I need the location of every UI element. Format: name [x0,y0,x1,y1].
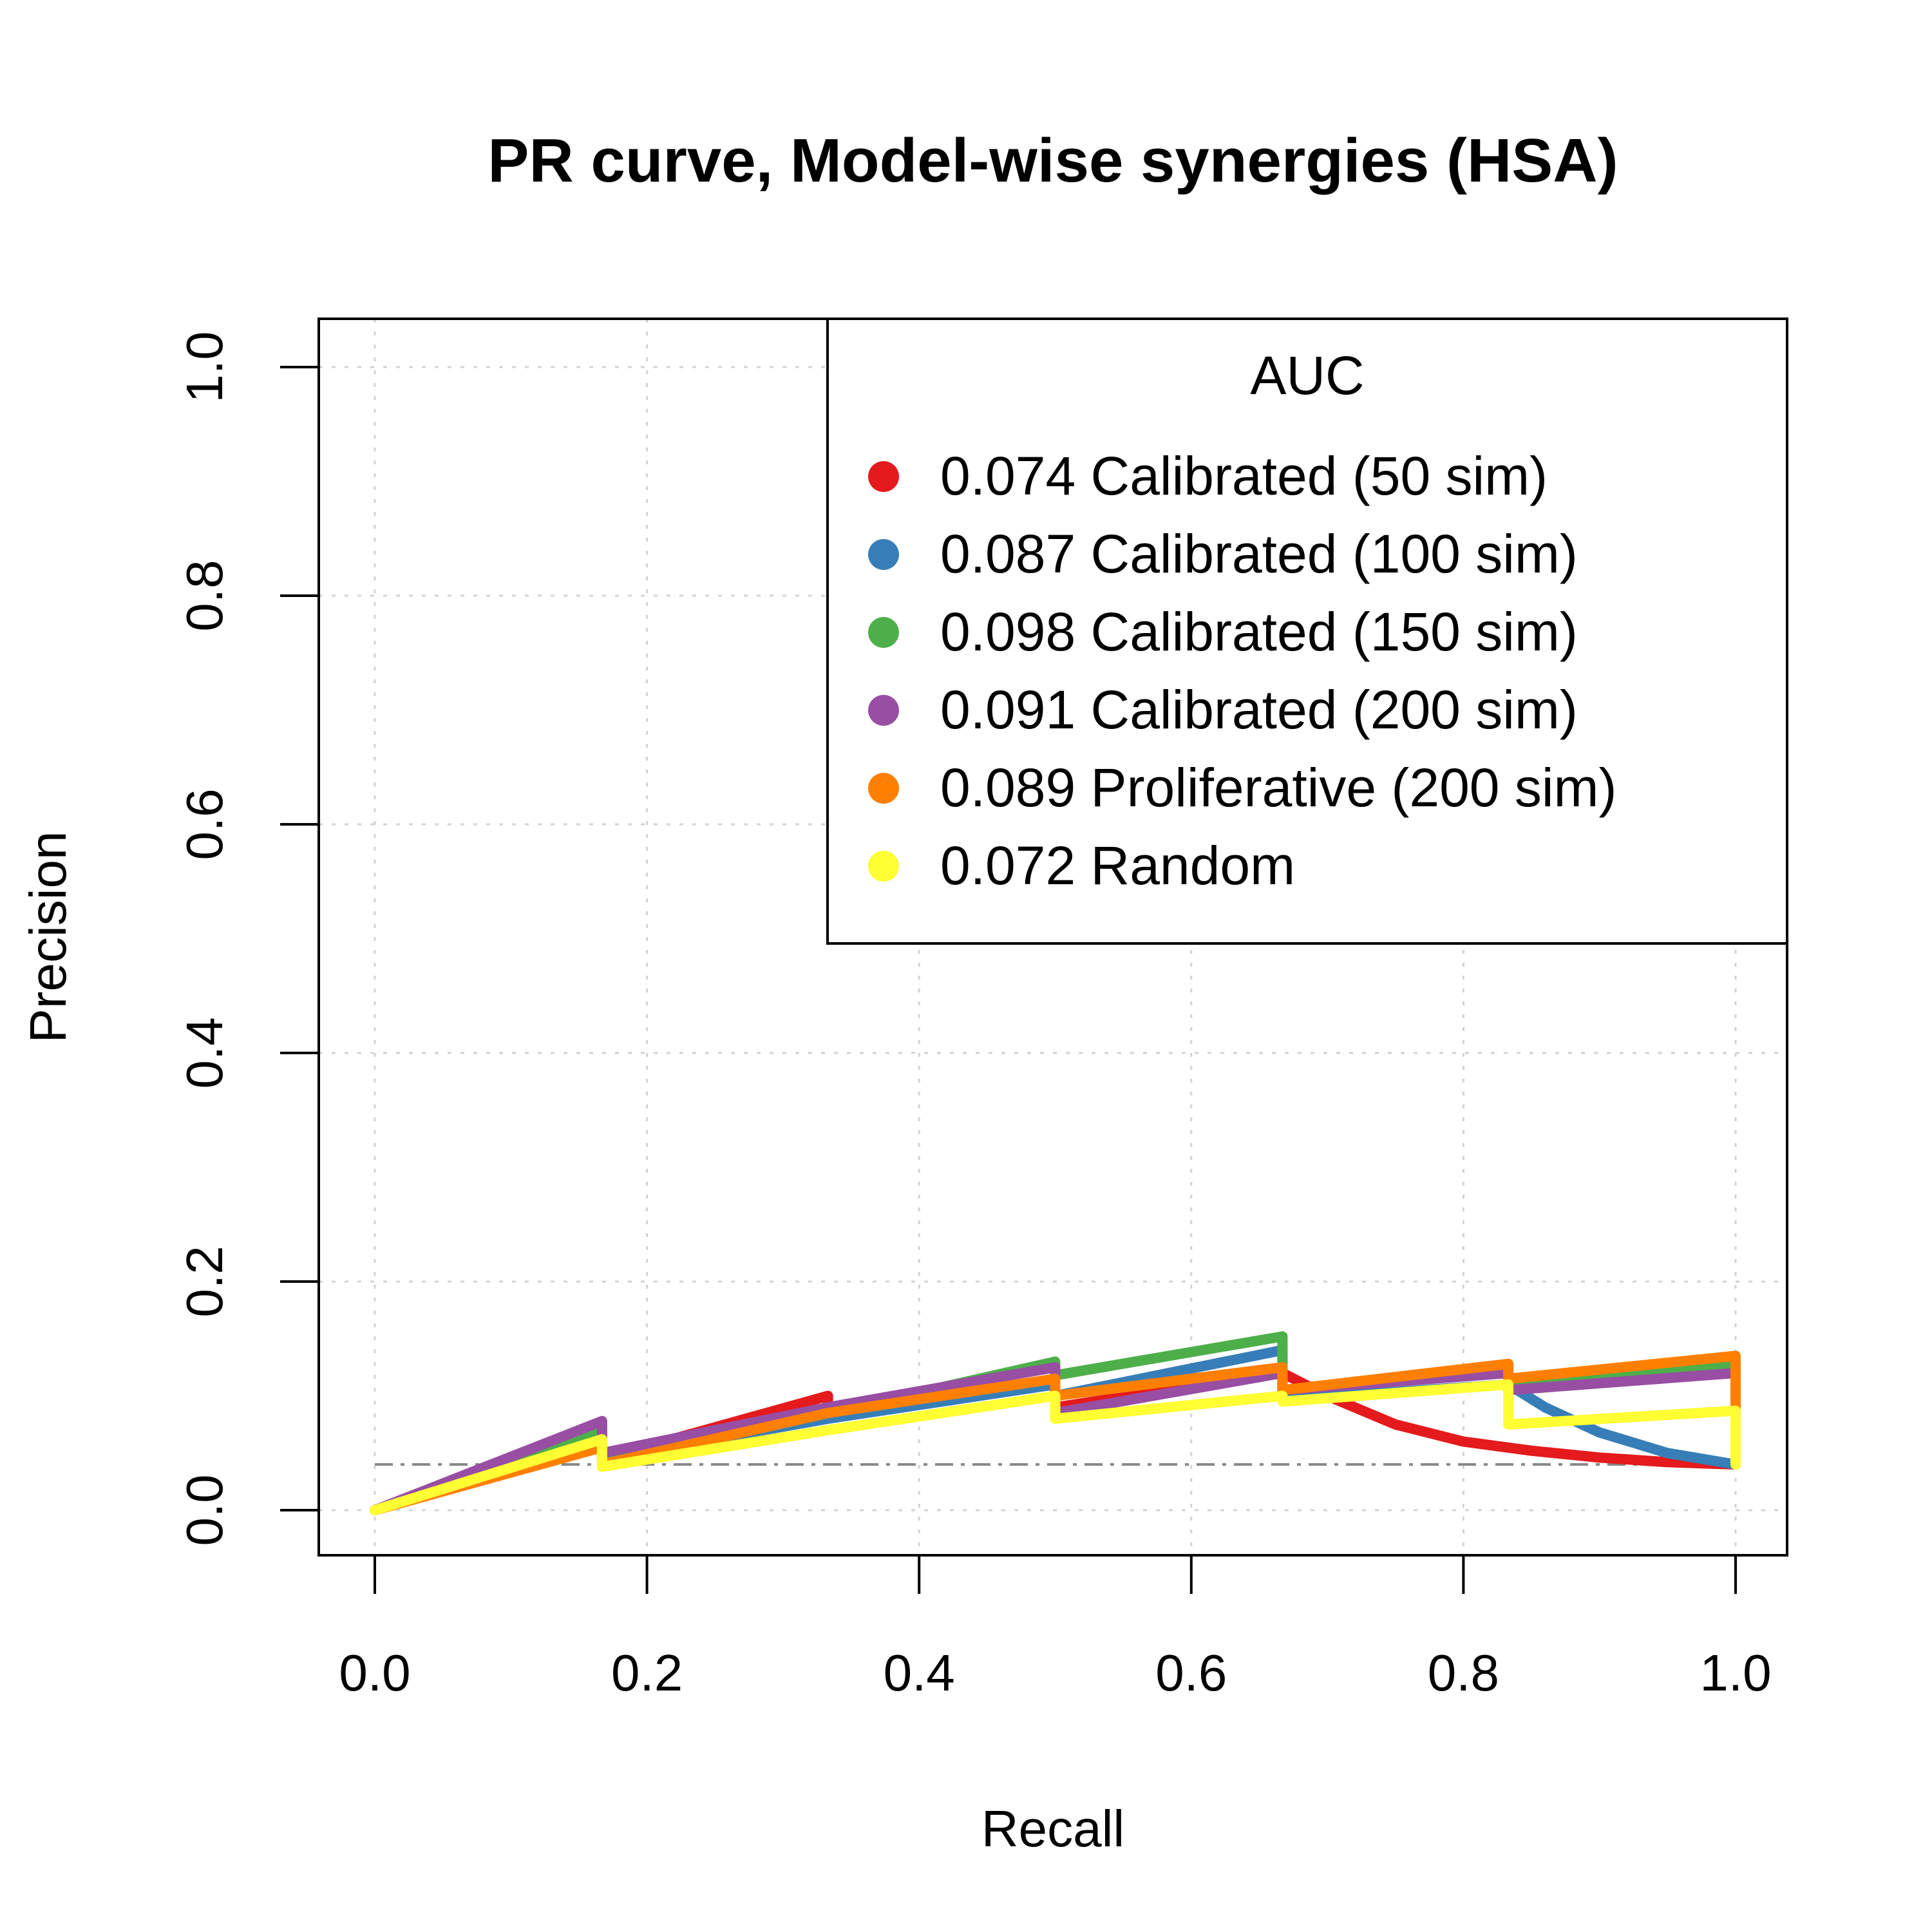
legend-swatch-6 [868,851,899,882]
x-tick-label: 0.4 [884,1644,955,1701]
legend-entry-6: 0.072 Random [940,835,1295,896]
chart-title: PR curve, Model-wise synergies (HSA) [488,126,1618,195]
x-tick-label: 1.0 [1700,1644,1771,1701]
y-tick-label: 0.8 [176,560,233,631]
legend-box [826,317,1788,945]
series-line-6 [370,1379,1741,1515]
y-axis: 0.0 0.2 0.4 0.6 0.8 1.0 [176,331,319,1546]
legend-entry-4: 0.091 Calibrated (200 sim) [940,679,1578,740]
legend-swatch-4 [868,695,899,726]
series-lines [370,1331,1741,1515]
legend-entry-1: 0.074 Calibrated (50 sim) [940,446,1548,506]
legend-entry-2: 0.087 Calibrated (100 sim) [940,524,1578,584]
y-axis-label: Precision [19,831,77,1043]
y-tick-label: 0.2 [176,1245,233,1317]
legend-entry-3: 0.098 Calibrated (150 sim) [940,601,1578,662]
x-tick-label: 0.0 [339,1644,410,1701]
x-axis-label: Recall [981,1800,1124,1857]
y-tick-label: 0.4 [176,1017,233,1088]
x-tick-label: 0.6 [1155,1644,1227,1701]
legend-swatch-2 [868,539,899,570]
x-tick-label: 0.2 [611,1644,683,1701]
legend-title: AUC [1250,345,1364,406]
x-axis: 0.0 0.2 0.4 0.6 0.8 1.0 [339,1555,1772,1701]
y-tick-label: 0.0 [176,1474,233,1546]
x-tick-label: 0.8 [1428,1644,1499,1701]
legend: AUC 0.074 Calibrated (50 sim) 0.087 Calib… [826,317,1788,945]
y-tick-label: 0.6 [176,788,233,860]
legend-swatch-5 [868,773,899,804]
legend-items: 0.074 Calibrated (50 sim) 0.087 Calibrate… [868,446,1616,896]
y-tick-label: 1.0 [176,331,233,402]
legend-entry-5: 0.089 Proliferative (200 sim) [940,757,1616,818]
legend-swatch-3 [868,617,899,648]
legend-swatch-1 [868,461,899,492]
